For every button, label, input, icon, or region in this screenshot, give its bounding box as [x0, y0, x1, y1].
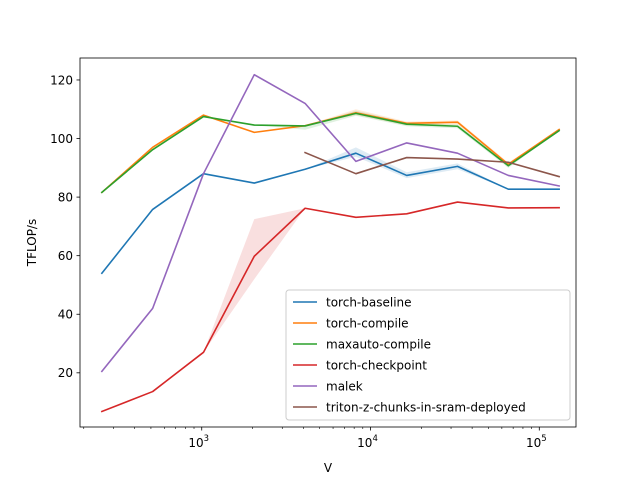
legend-label: torch-compile — [326, 316, 409, 330]
x-tick-label: 104 — [357, 434, 378, 450]
y-tick-label: 20 — [58, 366, 73, 380]
series-lines — [100, 73, 561, 413]
legend-label: torch-checkpoint — [326, 358, 427, 372]
legend-label: malek — [326, 379, 363, 393]
y-tick-label: 80 — [58, 190, 73, 204]
series-line-maxauto-compile — [100, 112, 561, 194]
legend-label: maxauto-compile — [326, 337, 431, 351]
series-line-triton-z-chunks-in-sram-deployed — [304, 151, 561, 178]
series-line-torch-checkpoint — [100, 201, 560, 413]
legend-box — [285, 289, 571, 421]
series-line-torch-baseline — [100, 152, 560, 275]
plot-frame — [79, 57, 577, 428]
x-tick-label: 103 — [188, 434, 209, 450]
legend-label: torch-baseline — [326, 295, 412, 309]
legend: torch-baseline torch-compile maxauto-compi… — [285, 289, 571, 421]
x-axis-ticks: 103 104 105 — [83, 427, 547, 450]
legend-label: triton-z-chunks-in-sram-deployed — [326, 400, 526, 414]
y-tick-label: 120 — [50, 73, 73, 87]
y-axis-ticks: 20 40 60 80 100 120 — [50, 73, 80, 380]
y-tick-label: 60 — [58, 249, 73, 263]
band-torch-baseline — [101, 147, 560, 274]
series-line-malek — [100, 73, 561, 373]
y-tick-label: 100 — [50, 132, 73, 146]
x-axis-label: V — [324, 461, 333, 475]
x-tick-label: 105 — [526, 434, 547, 450]
y-axis-label: TFLOP/s — [25, 219, 39, 267]
y-tick-label: 40 — [58, 308, 73, 322]
